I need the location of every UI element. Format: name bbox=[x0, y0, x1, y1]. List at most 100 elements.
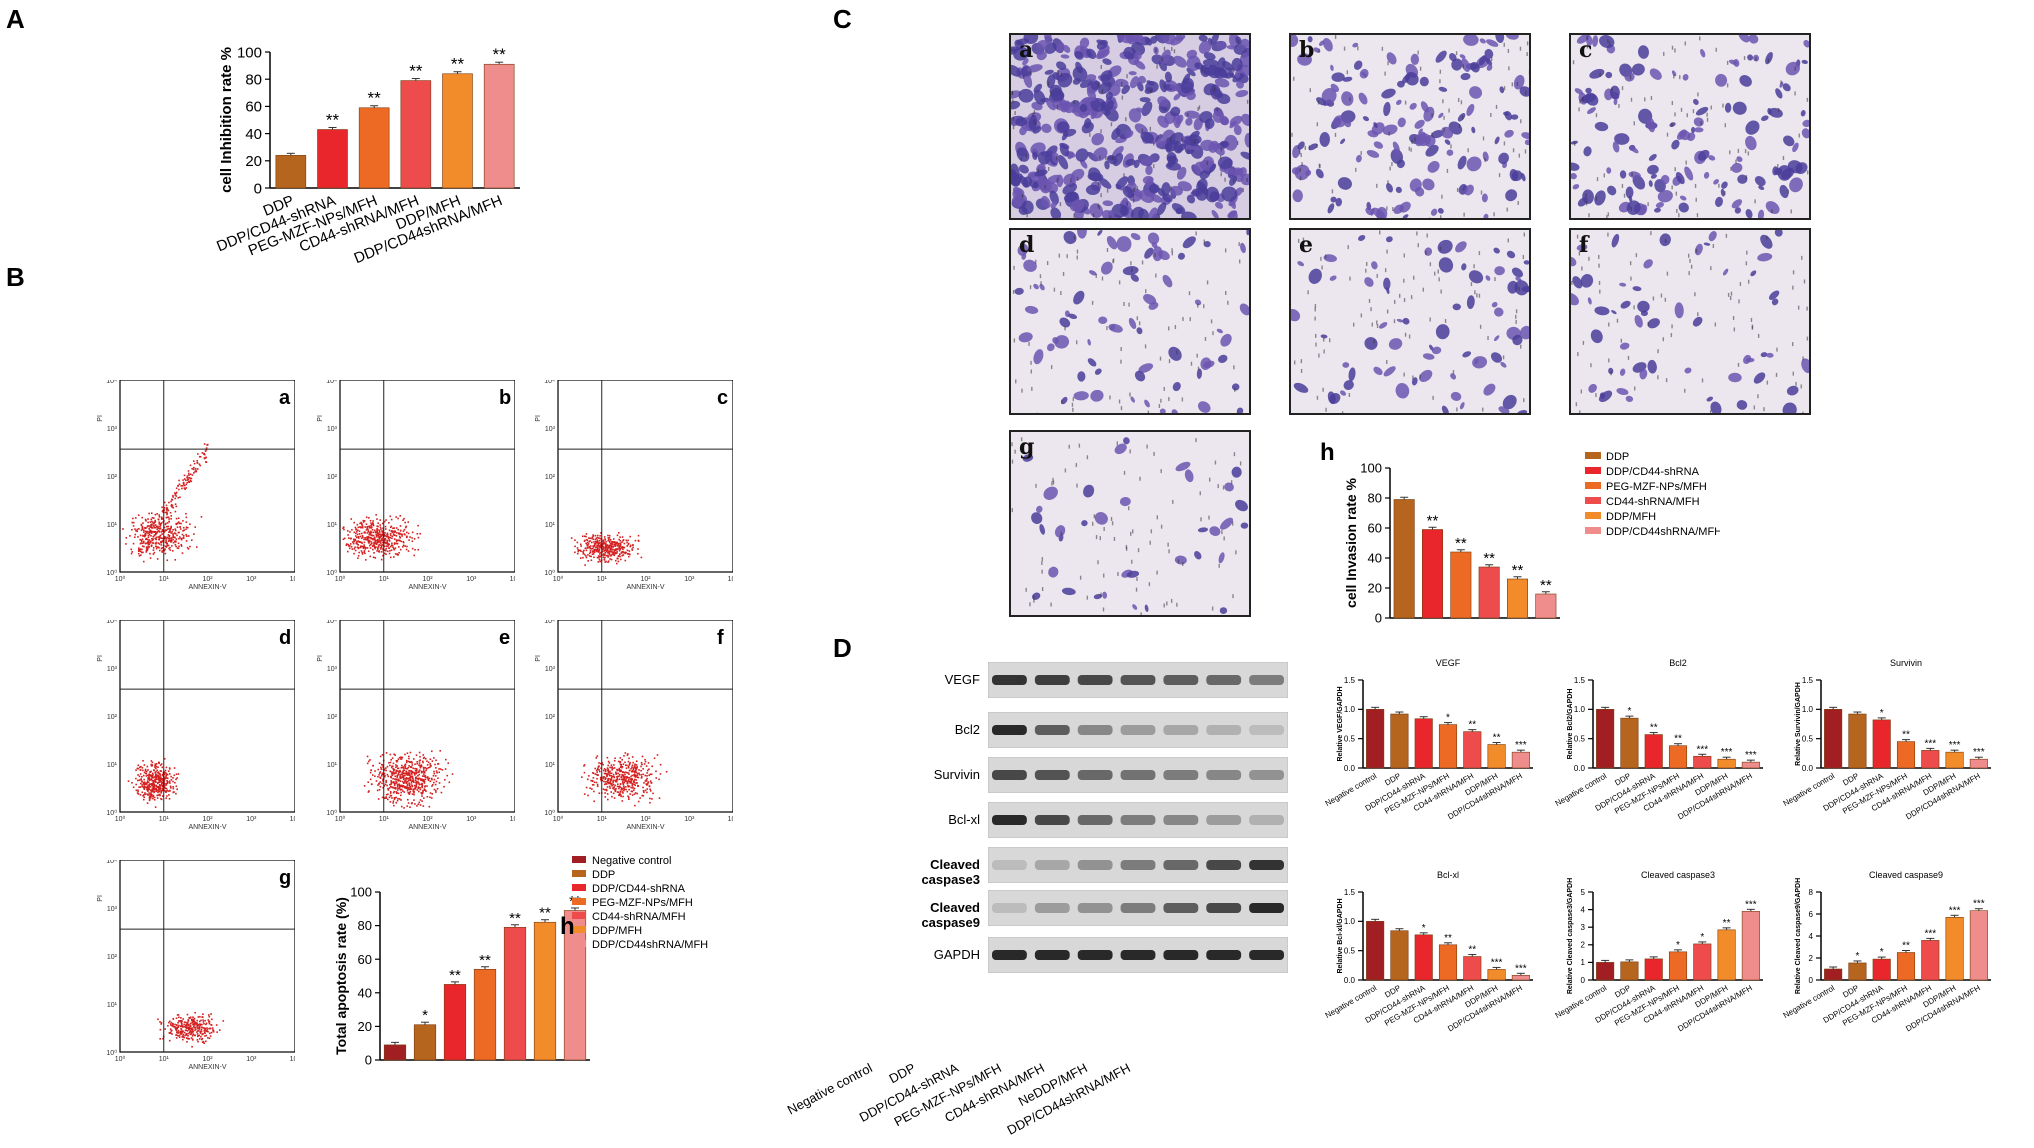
wb-band bbox=[1249, 860, 1284, 870]
chart-ch-bar bbox=[1422, 530, 1442, 619]
flow-ytick-label: 10¹ bbox=[545, 762, 556, 769]
wb-band bbox=[1078, 860, 1113, 870]
wb-band bbox=[1078, 770, 1113, 780]
chart-d-ytick-label: 4 bbox=[1809, 932, 1814, 941]
chart-d-ytick-label: 1.0 bbox=[1344, 917, 1356, 926]
chart-d-ytick-label: 1.0 bbox=[1802, 705, 1814, 714]
wb-band bbox=[1121, 903, 1156, 913]
flow-ytick-label: 10³ bbox=[107, 426, 118, 433]
chart-ch-sig-label: ** bbox=[1483, 550, 1495, 567]
chart-d-ytick-label: 1.5 bbox=[1344, 888, 1356, 897]
flow-ylabel: PI bbox=[317, 655, 324, 662]
chart-bh-legend-swatch bbox=[572, 870, 586, 877]
chart-bh-sig-label: ** bbox=[509, 910, 521, 927]
chart-bh-legend-swatch bbox=[572, 856, 586, 863]
chart-ch-ytick-label: 40 bbox=[1368, 551, 1382, 566]
wb-band bbox=[1121, 725, 1156, 735]
flow-ylabel: PI bbox=[535, 415, 542, 422]
chart-bh-ylabel: Total apoptosis rate (%) bbox=[333, 897, 349, 1055]
chart-ch-ytick-label: 0 bbox=[1375, 611, 1382, 626]
chart-ch-panel-label: h bbox=[1320, 439, 1335, 466]
wb-lane-strip bbox=[988, 712, 1288, 748]
chart-ch-ytick-label: 80 bbox=[1368, 491, 1382, 506]
chart-d-bar bbox=[1439, 725, 1456, 768]
chart-a-bar bbox=[401, 81, 431, 188]
flow-xtick-label: 10³ bbox=[466, 576, 477, 583]
flow-panel-label: c bbox=[717, 387, 728, 409]
chart-bh-ytick-label: 20 bbox=[358, 1019, 372, 1034]
wb-band bbox=[1206, 675, 1241, 685]
chart-d-bar bbox=[1669, 746, 1686, 768]
wb-protein-label: VEGF bbox=[870, 672, 980, 687]
chart-d-sig-label: *** bbox=[1515, 963, 1527, 974]
chart-bh-legend: Negative controlDDPDDP/CD44-shRNAPEG-MZF… bbox=[572, 855, 708, 951]
chart-d-ytick-label: 0 bbox=[1809, 976, 1814, 985]
micrograph-label: e bbox=[1299, 232, 1313, 258]
chart-d-title: Bcl2 bbox=[1669, 658, 1687, 668]
micrograph-label: c bbox=[1579, 37, 1592, 63]
chart-d-title: Cleaved caspase3 bbox=[1641, 870, 1715, 880]
chart-d-sig-label: *** bbox=[1745, 750, 1757, 761]
chart-d-bar bbox=[1897, 953, 1914, 981]
chart-ch-ytick-label: 20 bbox=[1368, 581, 1382, 596]
chart-d-ytick-label: 1.5 bbox=[1344, 676, 1356, 685]
chart-d-ylabel: Relative Cleaved caspase3/GAPDH bbox=[1567, 878, 1574, 994]
chart-ch-bar bbox=[1451, 552, 1471, 618]
wb-lane-strip bbox=[988, 937, 1288, 973]
chart-bh-legend-swatch bbox=[572, 884, 586, 891]
flow-ytick-label: 10² bbox=[107, 954, 118, 961]
chart-d-ylabel: Relative VEGF/GAPDH bbox=[1337, 686, 1344, 761]
chart-d-sig-label: * bbox=[1880, 947, 1884, 958]
chart-d-ytick-label: 1.5 bbox=[1574, 676, 1586, 685]
chart-d-sig-label: *** bbox=[1949, 905, 1961, 916]
flow-plot-e: 10⁰10⁰10¹10¹10²10²10³10³10⁴10⁴ANNEXIN-VP… bbox=[310, 620, 515, 838]
chart-d-bar bbox=[1512, 975, 1529, 980]
flow-ytick-label: 10⁴ bbox=[544, 380, 555, 385]
chart-d-sig-label: *** bbox=[1924, 928, 1936, 939]
chart-d-bar bbox=[1718, 759, 1735, 768]
chart-d-bar bbox=[1366, 709, 1383, 768]
wb-protein-label: Bcl-xl bbox=[870, 812, 980, 827]
chart-d-ytick-label: 0.5 bbox=[1344, 734, 1356, 743]
wb-band bbox=[1163, 725, 1198, 735]
flow-xlabel: ANNEXIN-V bbox=[188, 584, 226, 591]
wb-band bbox=[1163, 675, 1198, 685]
chart-d-bar bbox=[1873, 720, 1890, 768]
chart-d-ylabel: Relative Bcl2/GAPDH bbox=[1567, 689, 1574, 760]
flow-xtick-label: 10¹ bbox=[379, 576, 390, 583]
flow-ytick-label: 10¹ bbox=[107, 762, 118, 769]
chart-ch-sig-label: ** bbox=[1540, 577, 1552, 594]
chart-d-bar bbox=[1849, 714, 1866, 768]
wb-protein-label: Cleaved caspase9 bbox=[870, 900, 980, 930]
flow-ytick-label: 10² bbox=[107, 714, 118, 721]
flow-ytick-label: 10³ bbox=[545, 426, 556, 433]
wb-protein-label: Bcl2 bbox=[870, 722, 980, 737]
chart-a-bar bbox=[443, 74, 473, 188]
chart-d-ytick-label: 6 bbox=[1809, 910, 1814, 919]
flow-ytick-label: 10⁰ bbox=[326, 809, 337, 817]
chart-d-sig-label: *** bbox=[1721, 747, 1733, 758]
chart-a-ytick-label: 60 bbox=[245, 99, 262, 116]
micrograph-e: e bbox=[1289, 228, 1531, 415]
chart-bh-ytick-label: 60 bbox=[358, 952, 372, 967]
flow-ytick-label: 10³ bbox=[107, 666, 118, 673]
chart-a-ytick-label: 80 bbox=[245, 71, 262, 88]
flow-xtick-label: 10¹ bbox=[597, 816, 608, 823]
panel-label-d: D bbox=[833, 633, 852, 664]
flow-xtick-label: 10³ bbox=[246, 816, 257, 823]
chart-d-ytick-label: 1.5 bbox=[1802, 676, 1814, 685]
chart-d-sig-label: ** bbox=[1444, 933, 1452, 944]
wb-band bbox=[1035, 815, 1070, 825]
wb-band bbox=[992, 950, 1027, 960]
chart-d-bar bbox=[1873, 959, 1890, 980]
chart-d-bar bbox=[1922, 940, 1939, 980]
flow-xtick-label: 10⁴ bbox=[510, 816, 515, 823]
wb-band bbox=[1206, 903, 1241, 913]
chart-ch-bar bbox=[1536, 594, 1556, 618]
wb-band bbox=[1206, 950, 1241, 960]
chart-d-bar bbox=[1897, 742, 1914, 768]
chart-bh-legend-swatch bbox=[572, 940, 586, 947]
micrograph-label: d bbox=[1019, 232, 1034, 258]
micrograph-c: c bbox=[1569, 33, 1811, 220]
